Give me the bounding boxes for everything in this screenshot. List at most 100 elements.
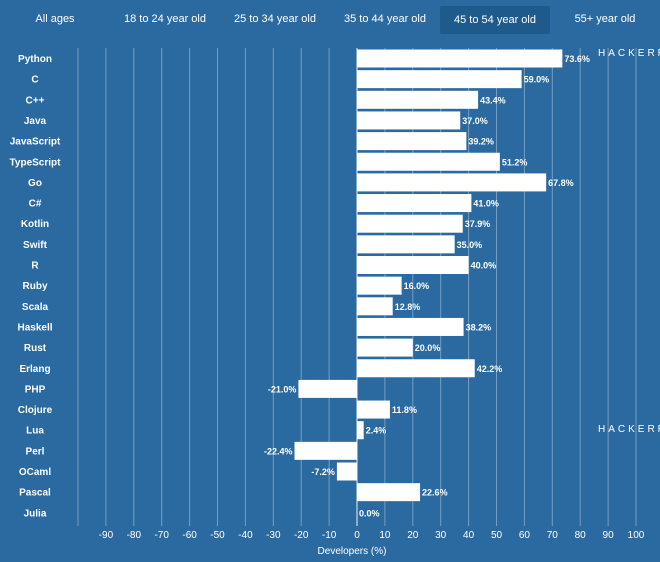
bar: [357, 49, 563, 68]
category-label: Scala: [22, 302, 49, 313]
x-tick-label: 80: [575, 530, 587, 541]
x-axis-title: Developers (%): [318, 546, 387, 557]
value-label: 73.6%: [564, 54, 590, 64]
tab-all-ages[interactable]: All ages: [35, 13, 75, 25]
x-tick-label: 100: [628, 530, 645, 541]
x-tick-label: -90: [99, 530, 114, 541]
tab-18-to-24[interactable]: 18 to 24 year old: [124, 13, 206, 25]
bar: [357, 214, 463, 233]
category-label: Ruby: [23, 281, 48, 292]
bar: [357, 400, 390, 419]
value-label: 40.0%: [471, 261, 497, 271]
value-label: 16.0%: [404, 281, 430, 291]
bar: [357, 359, 475, 378]
bar: [357, 256, 469, 274]
category-label: Lua: [26, 426, 44, 437]
category-label: Erlang: [19, 364, 50, 375]
category-label: Go: [28, 178, 42, 189]
category-label: JavaScript: [10, 137, 61, 148]
category-labels: Python C C++ Java JavaScript TypeScript Go C# Ko…: [10, 54, 62, 519]
x-tick-label: 40: [463, 530, 475, 541]
bar: [357, 111, 461, 130]
bar: [357, 173, 547, 192]
value-label: 67.8%: [548, 178, 574, 188]
tab-45-to-54[interactable]: 45 to 54 year old: [440, 6, 550, 34]
x-tick-label: 90: [603, 530, 615, 541]
x-tick-label: 20: [407, 530, 419, 541]
bar: [336, 462, 357, 481]
category-label: Kotlin: [21, 219, 49, 230]
bar: [357, 70, 522, 89]
watermark-mid: HACKERR: [598, 424, 660, 435]
value-label: 51.2%: [502, 157, 528, 167]
value-label: 39.2%: [468, 137, 494, 147]
bar-chart: Python C C++ Java JavaScript TypeScript Go C# Ko…: [10, 48, 645, 557]
x-tick-label: 70: [547, 530, 559, 541]
category-label: R: [31, 261, 39, 272]
category-label: C#: [29, 199, 42, 210]
x-tick-label: 30: [435, 530, 447, 541]
bar: [357, 235, 455, 254]
value-label: 12.8%: [395, 302, 421, 312]
bar: [357, 276, 402, 295]
bar: [357, 317, 464, 336]
category-label: Julia: [24, 508, 47, 519]
category-label: Perl: [26, 446, 45, 457]
category-label: Clojure: [18, 405, 53, 416]
value-label: 37.0%: [462, 116, 488, 126]
value-label: 20.0%: [415, 343, 441, 353]
tab-25-to-34[interactable]: 25 to 34 year old: [234, 13, 316, 25]
bar: [298, 379, 357, 398]
x-axis-ticks: -90 -80 -70 -60 -50 -40 -30 -20 -10 0 10 20 30 40 50 60…: [99, 530, 645, 541]
x-tick-label: 60: [519, 530, 531, 541]
x-tick-label: -40: [238, 530, 253, 541]
bar: [357, 483, 421, 502]
value-label: -21.0%: [268, 384, 297, 394]
x-tick-label: 0: [354, 530, 360, 541]
category-label: C++: [26, 95, 45, 106]
value-label: 38.2%: [466, 322, 492, 332]
x-tick-label: -10: [322, 530, 337, 541]
bar: [357, 194, 472, 213]
x-tick-label: -50: [210, 530, 225, 541]
value-label: 42.2%: [477, 364, 503, 374]
x-tick-label: -80: [127, 530, 142, 541]
bar: [357, 132, 467, 151]
category-label: Java: [24, 116, 47, 127]
category-label: TypeScript: [10, 157, 62, 168]
x-tick-label: -30: [266, 530, 281, 541]
category-label: C: [31, 75, 38, 86]
bar: [357, 152, 500, 171]
bar: [357, 297, 393, 316]
category-label: Haskell: [17, 322, 52, 333]
bar: [357, 338, 413, 357]
value-label: 0.0%: [359, 508, 380, 518]
category-label: OCaml: [19, 467, 51, 478]
age-group-tabs: All ages 18 to 24 year old 25 to 34 year…: [0, 0, 660, 40]
x-tick-label: -20: [294, 530, 309, 541]
bar: [294, 441, 357, 460]
x-tick-label: 10: [379, 530, 391, 541]
value-label: 37.9%: [465, 219, 491, 229]
value-label: -7.2%: [311, 467, 335, 477]
x-tick-label: -60: [182, 530, 197, 541]
value-labels: 73.6% 59.0% 43.4% 37.0% 39.2% 51.2% 67.8% 41.0%…: [264, 54, 590, 518]
category-label: Swift: [23, 240, 48, 251]
tab-35-to-44[interactable]: 35 to 44 year old: [344, 13, 426, 25]
value-label: 35.0%: [457, 240, 483, 250]
value-label: 43.4%: [480, 95, 506, 105]
x-tick-label: 50: [491, 530, 503, 541]
tab-55-plus[interactable]: 55+ year old: [574, 13, 636, 25]
category-label: Pascal: [19, 488, 51, 499]
value-label: 59.0%: [524, 75, 550, 85]
bars: [294, 49, 563, 522]
category-label: Python: [18, 54, 52, 65]
x-tick-label: -70: [154, 530, 169, 541]
value-label: 11.8%: [392, 405, 417, 415]
value-label: 22.6%: [422, 488, 448, 498]
value-label: 2.4%: [366, 426, 387, 436]
value-label: -22.4%: [264, 446, 293, 456]
value-label: 41.0%: [473, 199, 499, 209]
watermark-top: HACKERR: [598, 48, 660, 59]
category-label: Rust: [24, 343, 47, 354]
